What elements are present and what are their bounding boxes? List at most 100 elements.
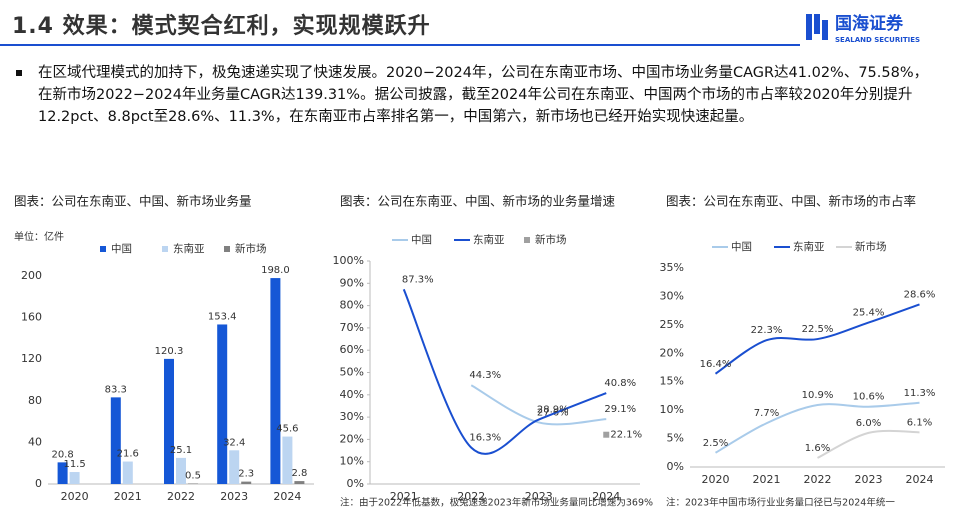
value-label: 198.0 [261, 265, 290, 276]
bar [176, 457, 186, 484]
value-label: 22.3% [751, 325, 783, 336]
legend-swatch [162, 246, 168, 252]
legend-label: 新市场 [535, 233, 567, 246]
note: 注：由于2022年低基数，极兔速递2023年新市场业务量同比增速为369% [340, 497, 653, 508]
bar [164, 358, 174, 484]
y-tick-label: 20% [340, 432, 364, 445]
x-tick-label: 2022 [457, 490, 485, 503]
line [817, 429, 920, 459]
value-label: 120.3 [155, 346, 184, 357]
value-label: 25.4% [853, 308, 885, 319]
value-label: 2.8 [291, 468, 307, 479]
legend-label: 新市场 [855, 240, 887, 253]
y-tick-label: 0 [35, 477, 42, 490]
bar [294, 481, 305, 484]
value-label: 153.4 [208, 311, 237, 322]
chart-title: 图表：公司在东南亚、中国、新市场的业务量增速 [340, 194, 616, 209]
y-tick-label: 15% [660, 375, 684, 388]
value-label: 11.3% [904, 388, 936, 399]
legend-label: 新市场 [235, 242, 267, 255]
y-tick-label: 30% [340, 410, 364, 423]
x-tick-label: 2021 [114, 490, 142, 503]
x-tick-label: 2023 [525, 490, 553, 503]
y-tick-label: 50% [340, 366, 364, 379]
value-label: 7.7% [754, 408, 779, 419]
bar [229, 450, 240, 484]
line [402, 288, 607, 455]
y-tick-label: 60% [340, 343, 364, 356]
note: 注：2023年中国市场行业业务量口径已与2024年统一 [666, 497, 895, 508]
bar [188, 483, 198, 484]
y-tick-label: 100% [333, 254, 364, 267]
x-tick-label: 2021 [753, 473, 781, 486]
y-tick-label: 35% [660, 261, 684, 274]
value-label: 10.9% [802, 390, 834, 401]
value-label: 29.1% [604, 404, 636, 415]
bar [122, 461, 133, 484]
y-tick-label: 5% [667, 432, 684, 445]
legend-label: 中国 [411, 233, 432, 246]
y-tick-label: 10% [660, 403, 684, 416]
y-tick-label: 70% [340, 321, 364, 334]
marker [603, 431, 610, 438]
x-tick-label: 2020 [702, 473, 730, 486]
slide-title: 1.4 效果：模式契合红利，实现规模跃升 [12, 14, 431, 39]
bullet-dot [16, 70, 22, 76]
value-label: 1.6% [805, 443, 830, 454]
value-label: 22.5% [802, 324, 834, 335]
value-label: 10.6% [853, 392, 885, 403]
y-tick-label: 25% [660, 318, 684, 331]
legend-swatch [100, 246, 106, 252]
value-label: 6.0% [856, 418, 881, 429]
bar [270, 278, 281, 484]
y-tick-label: 40 [28, 435, 42, 448]
y-tick-label: 80% [340, 299, 364, 312]
legend-label: 东南亚 [793, 240, 825, 253]
y-tick-label: 120 [21, 352, 42, 365]
value-label: 40.8% [604, 378, 636, 389]
value-label: 21.6 [117, 449, 139, 460]
value-label: 44.3% [469, 370, 501, 381]
x-tick-label: 2024 [273, 490, 301, 503]
x-tick-label: 2022 [804, 473, 832, 486]
y-tick-label: 90% [340, 276, 364, 289]
x-tick-label: 2021 [390, 490, 418, 503]
y-tick-label: 0% [347, 477, 364, 490]
value-label: 32.4 [223, 437, 245, 448]
x-tick-label: 2024 [906, 473, 934, 486]
value-label: 16.4% [700, 359, 732, 370]
legend-label: 中国 [731, 240, 752, 253]
value-label: 16.3% [469, 433, 501, 444]
y-tick-label: 20% [660, 346, 684, 359]
unit-label: 单位：亿件 [14, 230, 64, 243]
logo-subtext: SEALAND SECURITIES [835, 36, 920, 44]
value-label: 87.3% [402, 274, 434, 285]
legend-label: 东南亚 [473, 233, 505, 246]
value-label: 28.6% [904, 289, 936, 300]
x-tick-label: 2020 [61, 490, 89, 503]
logo-text: 国海证券 [835, 13, 904, 34]
value-label: 0.5 [185, 470, 201, 481]
bar [69, 472, 80, 484]
line [470, 384, 607, 426]
x-tick-label: 2023 [220, 490, 248, 503]
line [714, 303, 920, 375]
x-tick-label: 2023 [855, 473, 883, 486]
y-tick-label: 200 [21, 269, 42, 282]
y-tick-label: 40% [340, 388, 364, 401]
value-label: 20.8 [51, 449, 73, 460]
value-label: 2.5% [703, 438, 728, 449]
value-label: 2.3 [238, 469, 254, 480]
y-tick-label: 10% [340, 455, 364, 468]
value-label: 25.1 [170, 445, 192, 456]
bar [217, 324, 228, 484]
legend-label: 中国 [111, 242, 132, 255]
legend-label: 东南亚 [173, 242, 205, 255]
y-tick-label: 160 [21, 311, 42, 324]
x-tick-label: 2024 [592, 490, 620, 503]
y-tick-label: 30% [660, 289, 684, 302]
line [714, 401, 920, 454]
bar [282, 436, 293, 484]
